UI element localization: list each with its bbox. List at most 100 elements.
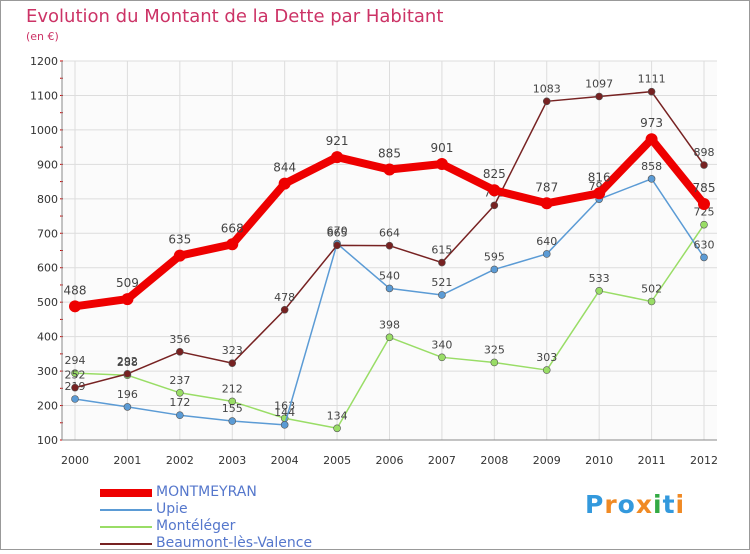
data-label: 340 <box>431 338 452 351</box>
legend-label: Upie <box>156 501 188 517</box>
x-tick-label: 2000 <box>61 454 89 467</box>
legend-label: Montéléger <box>156 518 236 534</box>
y-tick-label: 200 <box>37 400 58 413</box>
data-label: 825 <box>483 167 506 181</box>
x-tick-label: 2009 <box>533 454 561 467</box>
data-point <box>700 220 708 229</box>
data-label: 303 <box>536 351 557 364</box>
data-label: 196 <box>117 388 138 401</box>
y-tick-label: 100 <box>37 434 58 447</box>
data-point <box>176 411 184 419</box>
data-point <box>71 383 79 392</box>
data-point <box>176 347 184 356</box>
data-label: 502 <box>641 282 662 295</box>
data-point <box>278 177 291 190</box>
data-label: 668 <box>221 221 244 235</box>
data-label: 921 <box>326 134 349 148</box>
data-point <box>71 395 79 403</box>
data-label: 398 <box>379 318 400 331</box>
data-point <box>647 175 656 183</box>
x-tick-label: 2008 <box>480 454 508 467</box>
data-point <box>280 421 289 429</box>
data-label: 521 <box>431 276 452 289</box>
data-label: 787 <box>535 180 558 194</box>
data-point <box>228 359 237 367</box>
data-label: 356 <box>169 333 190 346</box>
chart-title: Evolution du Montant de la Dette par Hab… <box>26 6 443 27</box>
data-point <box>280 305 289 314</box>
data-point <box>700 161 708 169</box>
legend-swatch <box>100 508 152 511</box>
data-label: 288 <box>117 356 138 369</box>
data-label: 858 <box>641 160 662 173</box>
data-label: 294 <box>65 354 86 367</box>
x-tick-label: 2003 <box>218 454 246 467</box>
data-label: 670 <box>327 225 348 238</box>
data-point <box>123 370 132 378</box>
data-point <box>173 249 186 262</box>
y-tick-label: 300 <box>37 365 58 378</box>
data-point <box>490 358 499 367</box>
data-label: 237 <box>169 374 190 387</box>
x-tick-label: 2005 <box>323 454 351 467</box>
data-point <box>593 187 606 200</box>
data-label: 252 <box>65 369 86 382</box>
data-point <box>333 241 341 250</box>
data-label: 292 <box>117 355 138 368</box>
data-point <box>438 258 446 267</box>
x-tick-label: 2004 <box>271 454 299 467</box>
data-label: 1097 <box>585 77 613 90</box>
data-label: 144 <box>274 406 295 419</box>
data-point <box>176 388 184 397</box>
data-point <box>490 265 499 274</box>
data-point <box>490 201 499 210</box>
data-point <box>333 424 341 433</box>
data-label: 325 <box>484 343 505 356</box>
x-tick-label: 2001 <box>113 454 141 467</box>
legend-swatch <box>100 525 152 528</box>
legend-label: MONTMEYRAN <box>156 484 257 500</box>
data-label: 816 <box>588 170 611 184</box>
data-label: 973 <box>640 116 663 130</box>
data-label: 488 <box>64 283 87 297</box>
data-label: 323 <box>222 344 243 357</box>
data-point <box>385 333 394 342</box>
logo-letter: r <box>604 490 618 519</box>
data-point <box>595 92 603 101</box>
logo-letter: x <box>635 490 653 519</box>
legend-item: Montéléger <box>100 518 312 535</box>
x-tick-label: 2007 <box>428 454 456 467</box>
data-label: 155 <box>222 402 243 415</box>
y-tick-label: 500 <box>37 296 58 309</box>
data-label: 540 <box>379 269 400 282</box>
legend-label: Beaumont-lès-Valence <box>156 535 313 551</box>
data-label: 844 <box>273 161 296 175</box>
legend-item: Upie <box>100 501 312 518</box>
data-point <box>383 163 396 176</box>
logo-letter: P <box>585 490 605 519</box>
data-point <box>226 238 239 251</box>
data-point <box>438 353 446 362</box>
data-point <box>488 184 501 197</box>
y-tick-label: 900 <box>37 158 58 171</box>
data-point <box>647 87 656 96</box>
data-point <box>595 287 603 295</box>
data-point <box>647 297 656 306</box>
legend-swatch <box>100 542 152 545</box>
data-point <box>228 417 237 425</box>
data-label: 533 <box>589 272 610 285</box>
data-point <box>71 369 79 377</box>
data-label: 134 <box>327 409 348 422</box>
logo-letter: i <box>653 490 663 519</box>
data-label: 615 <box>431 244 452 257</box>
data-label: 212 <box>222 382 243 395</box>
y-tick-label: 1200 <box>30 55 58 68</box>
logo-letter: o <box>617 490 636 519</box>
x-tick-label: 2012 <box>690 454 718 467</box>
data-point <box>121 293 134 306</box>
legend-item: MONTMEYRAN <box>100 484 312 501</box>
data-label: 478 <box>274 291 295 304</box>
data-point <box>698 197 710 210</box>
chart-unit: (en €) <box>26 30 59 43</box>
